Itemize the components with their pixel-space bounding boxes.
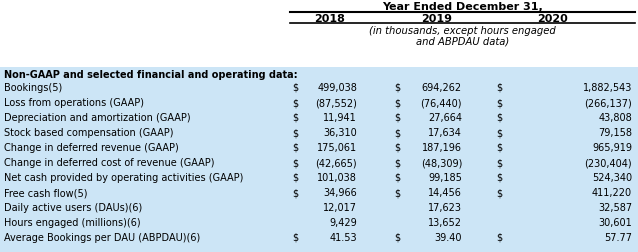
Text: 39.40: 39.40 bbox=[434, 232, 462, 242]
Text: 524,340: 524,340 bbox=[592, 172, 632, 182]
Text: $: $ bbox=[394, 98, 400, 108]
Text: Average Bookings per DAU (ABPDAU)(6): Average Bookings per DAU (ABPDAU)(6) bbox=[4, 232, 200, 242]
Text: 101,038: 101,038 bbox=[317, 172, 357, 182]
Text: Bookings(5): Bookings(5) bbox=[4, 83, 63, 93]
Text: 57.77: 57.77 bbox=[604, 232, 632, 242]
Text: $: $ bbox=[394, 187, 400, 197]
Text: $: $ bbox=[496, 113, 502, 122]
Text: Change in deferred revenue (GAAP): Change in deferred revenue (GAAP) bbox=[4, 142, 179, 152]
Text: $: $ bbox=[496, 98, 502, 108]
Text: Depreciation and amortization (GAAP): Depreciation and amortization (GAAP) bbox=[4, 113, 191, 122]
Text: and ABPDAU data): and ABPDAU data) bbox=[416, 36, 509, 46]
Text: $: $ bbox=[292, 98, 298, 108]
Text: $: $ bbox=[394, 83, 400, 93]
Text: (48,309): (48,309) bbox=[420, 158, 462, 167]
Text: (76,440): (76,440) bbox=[420, 98, 462, 108]
Text: 2019: 2019 bbox=[422, 14, 452, 24]
Text: 30,601: 30,601 bbox=[598, 217, 632, 227]
Text: 1,882,543: 1,882,543 bbox=[582, 83, 632, 93]
Text: 9,429: 9,429 bbox=[329, 217, 357, 227]
Text: (42,665): (42,665) bbox=[315, 158, 357, 167]
Text: 411,220: 411,220 bbox=[592, 187, 632, 197]
Text: 187,196: 187,196 bbox=[422, 142, 462, 152]
Text: 99,185: 99,185 bbox=[428, 172, 462, 182]
Text: 43,808: 43,808 bbox=[598, 113, 632, 122]
Text: $: $ bbox=[496, 83, 502, 93]
Text: $: $ bbox=[394, 142, 400, 152]
Text: 694,262: 694,262 bbox=[422, 83, 462, 93]
Text: 499,038: 499,038 bbox=[317, 83, 357, 93]
Text: $: $ bbox=[496, 158, 502, 167]
Text: 2020: 2020 bbox=[538, 14, 568, 24]
Text: (230,404): (230,404) bbox=[584, 158, 632, 167]
Text: 32,587: 32,587 bbox=[598, 202, 632, 212]
Text: $: $ bbox=[292, 128, 298, 137]
Text: 965,919: 965,919 bbox=[592, 142, 632, 152]
Text: Free cash flow(5): Free cash flow(5) bbox=[4, 187, 87, 197]
Text: (in thousands, except hours engaged: (in thousands, except hours engaged bbox=[369, 26, 556, 36]
Text: $: $ bbox=[496, 172, 502, 182]
Text: $: $ bbox=[292, 232, 298, 242]
Text: Change in deferred cost of revenue (GAAP): Change in deferred cost of revenue (GAAP… bbox=[4, 158, 214, 167]
Text: Daily active users (DAUs)(6): Daily active users (DAUs)(6) bbox=[4, 202, 142, 212]
Text: $: $ bbox=[292, 113, 298, 122]
Text: 36,310: 36,310 bbox=[323, 128, 357, 137]
Text: 79,158: 79,158 bbox=[598, 128, 632, 137]
Text: 27,664: 27,664 bbox=[428, 113, 462, 122]
Text: $: $ bbox=[496, 142, 502, 152]
Text: $: $ bbox=[292, 172, 298, 182]
Text: Year Ended December 31,: Year Ended December 31, bbox=[382, 2, 543, 12]
Text: (266,137): (266,137) bbox=[584, 98, 632, 108]
Text: $: $ bbox=[496, 187, 502, 197]
Text: Non-GAAP and selected financial and operating data:: Non-GAAP and selected financial and oper… bbox=[4, 70, 297, 80]
Text: $: $ bbox=[394, 172, 400, 182]
Text: $: $ bbox=[496, 232, 502, 242]
Text: $: $ bbox=[394, 128, 400, 137]
Text: 34,966: 34,966 bbox=[323, 187, 357, 197]
Text: $: $ bbox=[394, 232, 400, 242]
Text: 13,652: 13,652 bbox=[428, 217, 462, 227]
Text: Stock based compensation (GAAP): Stock based compensation (GAAP) bbox=[4, 128, 174, 137]
Text: $: $ bbox=[292, 158, 298, 167]
Text: (87,552): (87,552) bbox=[315, 98, 357, 108]
Text: $: $ bbox=[496, 128, 502, 137]
Text: Hours engaged (millions)(6): Hours engaged (millions)(6) bbox=[4, 217, 140, 227]
Bar bbox=[0, 68, 638, 252]
Text: $: $ bbox=[292, 83, 298, 93]
Text: $: $ bbox=[292, 142, 298, 152]
Text: Net cash provided by operating activities (GAAP): Net cash provided by operating activitie… bbox=[4, 172, 243, 182]
Text: 2018: 2018 bbox=[315, 14, 345, 24]
Text: Loss from operations (GAAP): Loss from operations (GAAP) bbox=[4, 98, 144, 108]
Bar bbox=[0, 0, 638, 68]
Text: $: $ bbox=[292, 187, 298, 197]
Text: 17,634: 17,634 bbox=[428, 128, 462, 137]
Text: 175,061: 175,061 bbox=[317, 142, 357, 152]
Text: 14,456: 14,456 bbox=[428, 187, 462, 197]
Text: 11,941: 11,941 bbox=[323, 113, 357, 122]
Text: 41.53: 41.53 bbox=[329, 232, 357, 242]
Text: $: $ bbox=[394, 158, 400, 167]
Text: 12,017: 12,017 bbox=[323, 202, 357, 212]
Text: 17,623: 17,623 bbox=[428, 202, 462, 212]
Text: $: $ bbox=[394, 113, 400, 122]
